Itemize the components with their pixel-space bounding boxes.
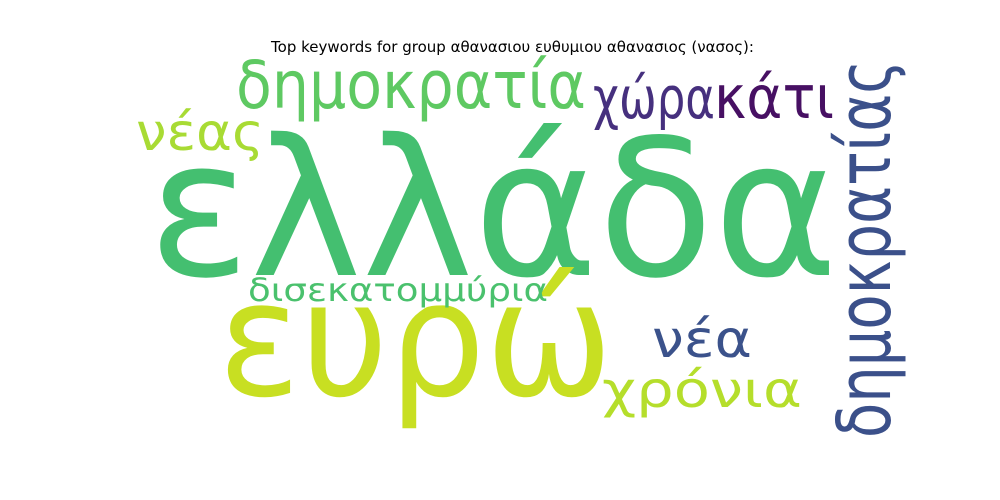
word-9: χρόνια bbox=[602, 361, 802, 419]
word-10: δισεκατομμύρια bbox=[248, 271, 548, 309]
chart-title: Top keywords for group αθανασιου ευθυμιο… bbox=[271, 38, 754, 56]
word-1: ελλάδα bbox=[148, 99, 838, 320]
word-6: κάτι bbox=[714, 63, 834, 133]
word-2: ευρώ bbox=[218, 246, 613, 433]
word-4: δημοκρατία bbox=[236, 47, 586, 124]
word-3: δημοκρατίας bbox=[822, 60, 908, 438]
word-5: χώρα bbox=[593, 64, 715, 132]
word-7: νέας bbox=[136, 103, 264, 163]
word-8: νέα bbox=[652, 310, 752, 370]
